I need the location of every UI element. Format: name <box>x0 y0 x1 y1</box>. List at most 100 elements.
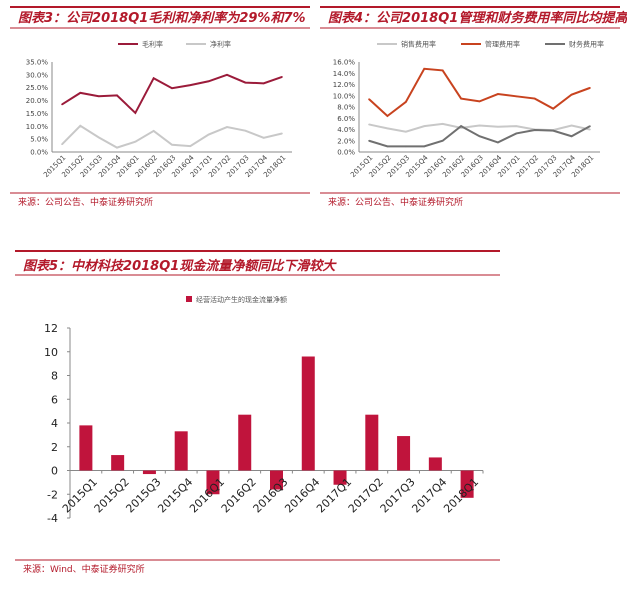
data-point <box>497 93 499 95</box>
bar <box>111 455 125 471</box>
data-point <box>405 101 407 103</box>
y-tick-label: 10.0% <box>333 92 356 100</box>
legend-label: 净利率 <box>210 40 231 49</box>
data-point <box>423 145 426 148</box>
data-point <box>460 97 462 100</box>
data-point <box>570 124 573 127</box>
bar <box>301 356 315 471</box>
data-point <box>171 144 173 146</box>
bar <box>142 470 156 475</box>
y-tick-label: 5.0% <box>30 136 48 144</box>
y-tick-label: -4 <box>47 512 58 525</box>
bar <box>428 457 442 471</box>
y-tick-label: 10 <box>44 346 58 359</box>
source-note: 来源：Wind、中泰证券研究所 <box>23 563 145 575</box>
data-point <box>441 69 444 72</box>
data-point <box>244 129 247 132</box>
data-point <box>189 84 192 86</box>
data-point <box>589 125 591 127</box>
y-tick-label: 12.0% <box>333 81 356 89</box>
data-point <box>79 92 82 94</box>
data-point <box>368 139 370 142</box>
data-point <box>460 125 462 127</box>
legend-swatch <box>186 296 192 302</box>
data-point <box>244 81 247 84</box>
data-point <box>207 80 210 83</box>
y-tick-label: 2 <box>51 441 58 454</box>
data-point <box>368 123 370 126</box>
y-tick-label: 4 <box>51 417 58 430</box>
source-note: 来源：公司公告、中泰证券研究所 <box>18 196 153 208</box>
data-point <box>79 124 82 127</box>
data-point <box>152 130 155 132</box>
data-point <box>552 129 554 132</box>
y-tick-label: 16.0% <box>333 59 356 67</box>
bar <box>365 414 379 471</box>
data-point <box>570 93 573 96</box>
legend-label: 财务费用率 <box>569 40 604 49</box>
y-tick-label: 0.0% <box>337 149 355 157</box>
data-point <box>97 95 100 97</box>
y-tick-label: 6 <box>51 393 58 406</box>
data-point <box>515 132 518 135</box>
data-point <box>226 126 228 128</box>
data-point <box>61 143 63 146</box>
y-tick-label: 30.0% <box>26 71 49 79</box>
bar <box>206 470 220 495</box>
legend-label: 毛利率 <box>142 40 163 49</box>
data-point <box>405 130 407 133</box>
data-point <box>262 137 265 139</box>
bar <box>79 425 93 471</box>
data-point <box>589 128 591 131</box>
data-point <box>116 94 118 97</box>
bar <box>174 431 188 471</box>
data-point <box>570 135 573 138</box>
data-point <box>552 107 554 110</box>
y-tick-label: 35.0% <box>26 59 49 67</box>
data-point <box>478 124 481 127</box>
legend-label: 经营活动产生的现金流量净额 <box>196 295 287 304</box>
bar <box>270 470 283 490</box>
y-tick-label: 6.0% <box>337 115 355 123</box>
y-tick-label: 12 <box>44 322 58 335</box>
y-tick-label: 0.0% <box>30 149 48 157</box>
bar <box>333 470 347 485</box>
y-tick-label: 10.0% <box>26 123 49 131</box>
data-point <box>262 82 265 85</box>
y-tick-label: 0 <box>51 465 58 478</box>
data-point <box>152 77 155 79</box>
y-tick-label: 2.0% <box>337 137 355 145</box>
y-tick-label: 8.0% <box>337 104 355 112</box>
bar <box>397 436 411 471</box>
data-point <box>226 74 228 76</box>
y-tick-label: 8 <box>51 370 58 383</box>
data-point <box>497 141 499 144</box>
data-point <box>441 123 444 125</box>
series-line <box>368 67 591 118</box>
data-point <box>386 145 389 148</box>
series-line <box>61 73 283 115</box>
chart-title: 图表5：中材科技2018Q1现金流量净额同比下滑较大 <box>23 258 337 274</box>
y-tick-label: 4.0% <box>337 126 355 134</box>
data-point <box>386 115 389 117</box>
y-tick-label: 25.0% <box>26 84 49 92</box>
data-point <box>533 129 536 131</box>
data-point <box>497 125 499 128</box>
y-tick-label: 15.0% <box>26 110 49 118</box>
data-point <box>189 145 192 147</box>
data-point <box>281 132 283 135</box>
data-point <box>478 100 481 103</box>
y-tick-label: -2 <box>47 488 58 501</box>
chart-title: 图表4：公司2018Q1管理和财务费用率同比均提高 <box>328 10 627 26</box>
data-point <box>478 135 481 138</box>
data-point <box>386 127 389 130</box>
chart-title: 图表3：公司2018Q1毛利和净利率为29%和7% <box>18 10 306 26</box>
data-point <box>515 95 518 98</box>
bar <box>238 414 252 471</box>
data-point <box>405 145 407 148</box>
legend-label: 管理费用率 <box>485 40 520 49</box>
data-point <box>423 67 426 70</box>
y-tick-label: 20.0% <box>26 97 49 105</box>
data-point <box>423 125 426 127</box>
